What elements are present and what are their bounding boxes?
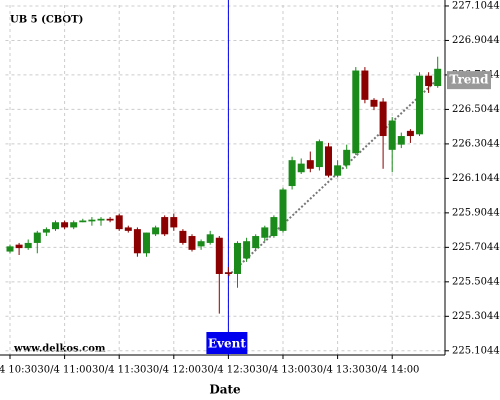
x-tick-label: 30/4 11:00 <box>37 365 91 376</box>
y-tick-label: 225.3044 <box>452 311 500 322</box>
candle-body <box>133 229 141 254</box>
x-axis-title: Date <box>209 383 241 397</box>
candle-body <box>161 217 169 235</box>
trend-label: Trend <box>449 73 489 87</box>
candle-body <box>252 236 260 249</box>
x-tick-label: 30/4 10:30 <box>0 365 37 376</box>
candle-body <box>97 218 105 221</box>
candle-body <box>388 120 396 150</box>
y-tick-label: 226.1044 <box>452 173 500 184</box>
candle-body <box>24 242 32 249</box>
candle-body <box>234 242 241 274</box>
candle-body <box>425 75 433 87</box>
candle-body <box>124 227 132 231</box>
y-tick-label: 226.3044 <box>452 138 500 149</box>
event-box <box>206 332 248 354</box>
candle-body <box>315 141 323 168</box>
candle-body <box>179 230 187 243</box>
candle-body <box>279 189 287 231</box>
candle-body <box>270 217 278 237</box>
candle-body <box>379 101 387 137</box>
candle-body <box>334 165 342 176</box>
candle-body <box>361 70 369 100</box>
x-tick-label: 30/4 12:00 <box>147 365 201 376</box>
candle-body <box>70 222 78 228</box>
x-tick-label: 30/4 12:30 <box>201 365 255 376</box>
candle-body <box>15 244 23 249</box>
candle-body <box>106 218 114 221</box>
y-tick-label: 225.1044 <box>452 345 500 356</box>
candle-body <box>206 234 214 243</box>
chart-title: UB 5 (CBOT) <box>10 15 83 26</box>
y-tick-label: 227.1044 <box>452 0 500 11</box>
candle-body <box>416 75 423 135</box>
x-tick-label: 30/4 13:00 <box>256 365 310 376</box>
candle-body <box>143 232 150 254</box>
candle-body <box>42 229 50 233</box>
candle-body <box>325 146 332 176</box>
candle-body <box>343 149 351 166</box>
x-tick-label: 30/4 13:30 <box>310 365 364 376</box>
candle-body <box>61 222 69 228</box>
y-tick-label: 226.9044 <box>452 35 500 46</box>
candle-body <box>197 241 205 247</box>
candle-body <box>306 160 314 169</box>
x-tick-label: 30/4 11:30 <box>92 365 146 376</box>
y-tick-label: 225.9044 <box>452 207 500 218</box>
trend-line <box>227 78 439 277</box>
candle-body <box>243 241 251 259</box>
candle-body <box>115 215 123 230</box>
candle-body <box>297 163 305 173</box>
trend-box <box>447 71 491 90</box>
candle-body <box>406 130 414 137</box>
watermark: www.delkos.com <box>13 344 106 355</box>
candle-body <box>261 227 269 238</box>
candle-body <box>188 236 196 250</box>
candle-body <box>33 232 41 243</box>
candle-body <box>224 272 232 274</box>
candle-body <box>288 160 296 187</box>
event-label: Event <box>208 337 246 351</box>
candle-body <box>370 99 378 107</box>
candle-body <box>352 70 360 154</box>
candle-body <box>88 219 96 222</box>
candle-body <box>79 220 87 223</box>
y-tick-label: 226.5044 <box>452 104 500 115</box>
candle-body <box>170 217 178 228</box>
y-tick-label: 225.5044 <box>452 276 500 287</box>
x-tick-label: 30/4 14:00 <box>365 365 419 376</box>
candle-body <box>434 68 442 87</box>
candle-body <box>52 222 59 230</box>
candle-body <box>215 237 223 274</box>
candle-body <box>6 246 14 252</box>
candle-body <box>397 136 405 145</box>
y-tick-label: 225.7044 <box>452 242 500 253</box>
candle-body <box>152 227 160 235</box>
